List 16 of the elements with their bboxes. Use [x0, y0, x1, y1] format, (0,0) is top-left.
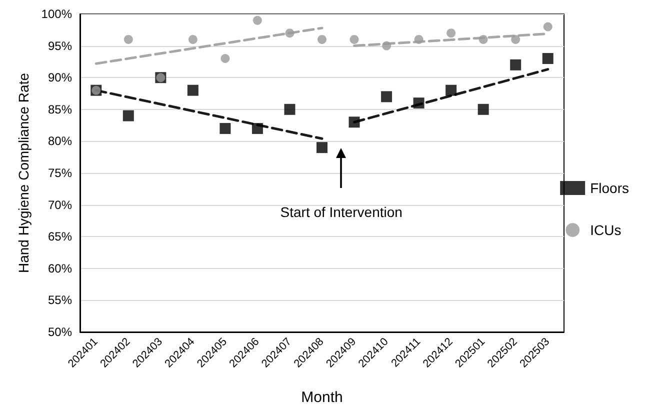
y-tick-label: 95%: [48, 38, 72, 53]
y-tick-label: 90%: [48, 70, 72, 85]
y-axis-title: Hand Hygiene Compliance Rate: [15, 72, 32, 273]
y-tick-label: 100%: [41, 7, 72, 21]
legend-label: Floors: [590, 180, 630, 196]
x-axis-title: Month: [301, 389, 343, 406]
y-tick-label: 65%: [48, 230, 72, 244]
y-tick-label: 50%: [48, 325, 72, 339]
y-tick-label: 60%: [48, 261, 72, 276]
y-tick-label: 55%: [48, 293, 72, 308]
y-tick-label: 70%: [48, 198, 72, 212]
y-tick-label: 75%: [48, 166, 72, 180]
y-tick-label: 85%: [48, 102, 72, 116]
annotation: Start of Intervention: [280, 204, 402, 220]
y-tick-label: 80%: [48, 134, 72, 148]
legend-label: ICUs: [590, 222, 622, 238]
